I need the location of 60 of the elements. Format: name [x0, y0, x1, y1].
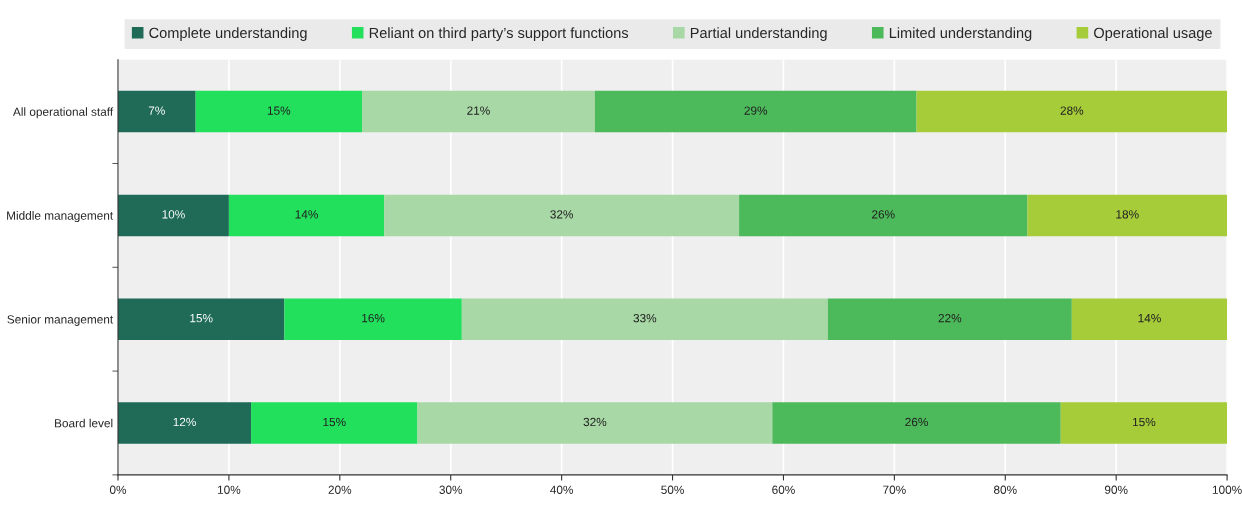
bar: [772, 402, 1061, 444]
x-tick-label: 10%: [217, 485, 241, 494]
data-label: 18%: [1116, 210, 1139, 219]
data-label: 33%: [633, 313, 657, 323]
bar: [117, 90, 196, 133]
bar: [361, 90, 595, 133]
bar: [228, 194, 385, 237]
x-tick-label: 90%: [1104, 485, 1128, 494]
bar: [594, 90, 917, 133]
legend-label: Reliant on third party’s support functions: [369, 27, 629, 41]
y-tick-label: Middle management: [7, 211, 114, 223]
x-tick-label: 20%: [328, 485, 352, 494]
bar: [916, 90, 1228, 133]
x-tick-label: 40%: [550, 485, 574, 494]
x-tick-label: 30%: [439, 485, 463, 494]
bar: [827, 298, 1072, 340]
bar: [1060, 402, 1228, 444]
data-label: 32%: [550, 210, 574, 219]
data-label: 7%: [148, 106, 165, 115]
bar: [117, 298, 285, 340]
x-tick-label: 50%: [661, 485, 684, 494]
bar: [384, 194, 740, 237]
bar: [117, 194, 229, 237]
x-tick-label: 80%: [993, 485, 1017, 494]
legend-label: Partial understanding: [690, 27, 827, 41]
data-label: 15%: [190, 314, 213, 323]
y-tick-label: Board level: [55, 418, 113, 428]
bar: [251, 402, 418, 444]
data-label: 16%: [362, 313, 385, 323]
y-tick-label: All operational staff: [12, 107, 114, 119]
legend-label: Operational usage: [1094, 27, 1212, 41]
bar: [417, 402, 773, 444]
bar: [284, 298, 462, 340]
data-label: 26%: [905, 417, 928, 427]
data-label: 15%: [267, 106, 291, 115]
data-label: 26%: [872, 210, 895, 219]
x-tick-label: 70%: [883, 485, 906, 494]
data-label: 14%: [295, 210, 318, 219]
bar: [117, 402, 252, 444]
y-tick-label: Senior management: [7, 314, 114, 326]
x-tick-label: 100%: [1212, 485, 1242, 494]
legend-label: Complete understanding: [149, 27, 307, 41]
legend-label: Limited understanding: [889, 27, 1032, 41]
x-tick-label: 0%: [109, 485, 127, 494]
x-tick-label: 60%: [772, 485, 795, 494]
bar: [1071, 298, 1228, 340]
data-label: 15%: [1133, 417, 1156, 427]
bar: [1027, 194, 1228, 237]
bar: [461, 298, 828, 340]
data-label: 14%: [1138, 314, 1161, 323]
data-label: 21%: [467, 106, 490, 115]
data-label: 10%: [162, 210, 185, 219]
data-label: 32%: [583, 417, 607, 427]
bar: [739, 194, 1028, 237]
data-label: 29%: [744, 106, 768, 115]
data-label: 22%: [938, 313, 962, 323]
bar: [195, 90, 362, 133]
data-label: 12%: [173, 417, 196, 427]
data-label: 15%: [323, 417, 346, 427]
data-label: 28%: [1060, 106, 1084, 115]
